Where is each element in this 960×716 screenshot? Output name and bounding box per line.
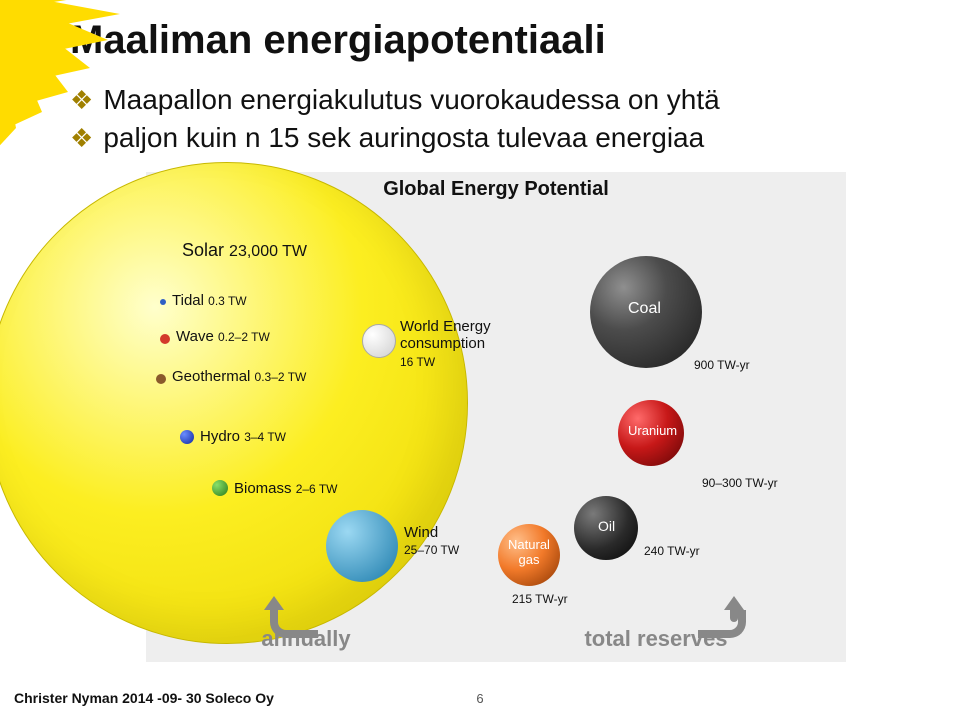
consumption-value: 16 TW — [400, 355, 435, 369]
page-number: 6 — [476, 691, 483, 706]
geothermal-name: Geothermal — [172, 368, 250, 385]
gas-name: Natural gas — [506, 538, 552, 568]
geothermal-dot — [156, 374, 166, 384]
band-annually: annually — [146, 616, 466, 662]
wind-label: Wind 25–70 TW — [404, 524, 459, 559]
coal-name: Coal — [628, 300, 661, 318]
coal-value: 900 TW-yr — [694, 356, 750, 373]
wind-value: 25–70 TW — [404, 543, 459, 557]
geothermal-value: 0.3–2 TW — [255, 370, 307, 384]
wind-name: Wind — [404, 524, 438, 541]
bullet-text-2: paljon kuin n 15 sek auringosta tulevaa … — [103, 122, 704, 153]
bullet-text-1: Maapallon energiakulutus vuorokaudessa o… — [103, 84, 719, 115]
coal-value-text: 900 TW-yr — [694, 358, 750, 372]
biomass-value: 2–6 TW — [296, 482, 338, 496]
wave-value: 0.2–2 TW — [218, 330, 270, 344]
wave-label: Wave 0.2–2 TW — [176, 328, 270, 345]
tidal-value: 0.3 TW — [208, 294, 246, 308]
tidal-name: Tidal — [172, 292, 204, 309]
geothermal-label: Geothermal 0.3–2 TW — [172, 368, 306, 385]
solar-name: Solar — [182, 240, 224, 260]
gas-line1: Natural — [508, 537, 550, 552]
oil-value: 240 TW-yr — [644, 542, 700, 559]
consumption-circle — [362, 324, 396, 358]
hydro-value: 3–4 TW — [244, 430, 286, 444]
gas-value: 215 TW-yr — [512, 590, 568, 607]
uranium-value: 90–300 TW-yr — [702, 474, 778, 491]
wave-dot — [160, 334, 170, 344]
gas-value-text: 215 TW-yr — [512, 592, 568, 606]
tidal-label: Tidal 0.3 TW — [172, 292, 247, 309]
wave-name: Wave — [176, 328, 214, 345]
gas-line2: gas — [519, 552, 540, 567]
solar-label: Solar 23,000 TW — [182, 240, 307, 261]
corner-sun-rays — [0, 0, 190, 190]
oil-name: Oil — [598, 518, 615, 534]
uranium-name: Uranium — [628, 424, 677, 439]
consumption-line2: consumption — [400, 335, 485, 352]
hydro-label: Hydro 3–4 TW — [200, 428, 286, 445]
hydro-name: Hydro — [200, 428, 240, 445]
tidal-dot — [160, 299, 166, 305]
global-energy-chart: Global Energy Potential Solar 23,000 TW … — [146, 172, 846, 662]
oil-value-text: 240 TW-yr — [644, 544, 700, 558]
solar-circle — [0, 162, 468, 644]
hydro-dot — [180, 430, 194, 444]
band-reserves: total reserves — [466, 616, 846, 662]
biomass-name: Biomass — [234, 480, 292, 497]
wind-circle — [326, 510, 398, 582]
consumption-line1: World Energy — [400, 318, 491, 335]
solar-value: 23,000 TW — [229, 243, 307, 260]
biomass-dot — [212, 480, 228, 496]
uranium-value-text: 90–300 TW-yr — [702, 476, 778, 490]
consumption-label: World Energy consumption 16 TW — [400, 318, 491, 370]
footer-text: Christer Nyman 2014 -09- 30 Soleco Oy — [14, 690, 274, 706]
biomass-label: Biomass 2–6 TW — [234, 480, 338, 497]
